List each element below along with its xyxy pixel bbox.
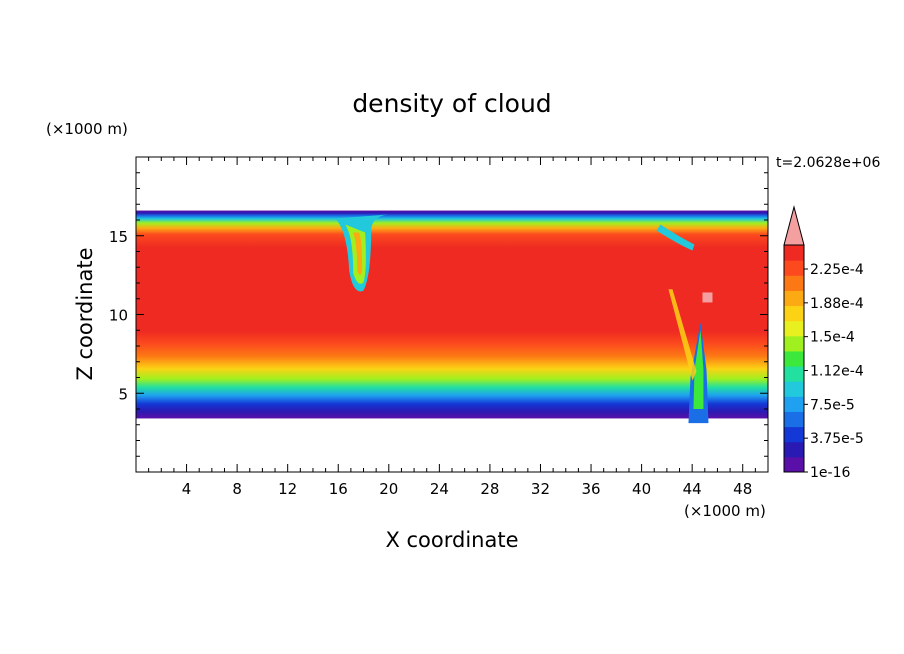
colorbar-label: 7.5e-5 [810,397,855,413]
colorbar-segment [784,441,804,458]
x-tick-label: 24 [430,480,449,498]
peak-value-patch [702,292,713,303]
colorbar-label: 1e-16 [810,465,850,481]
x-tick-label: 4 [182,480,192,498]
colorbar-label: 2.25e-4 [810,262,864,278]
time-label: t=2.0628e+06 [776,155,880,171]
colorbar-label: 1.88e-4 [810,296,864,312]
colorbar-label: 1.5e-4 [810,330,855,346]
colorbar: 2.25e-4 1.88e-4 1.5e-4 1.12e-4 7.5e-5 3.75e-5… [783,205,864,481]
colorbar-segment [784,426,804,443]
updraft-slant-streak [668,289,697,381]
chart-title: density of cloud [352,89,551,118]
colorbar-segment [784,275,804,291]
cloud-band [136,210,768,419]
colorbar-segment [784,335,804,352]
colorbar-label: 1.12e-4 [810,364,864,380]
colorbar-segment [784,456,804,473]
colorbar-segment [784,260,804,276]
colorbar-segment [784,350,804,367]
colorbar-segment [784,366,804,382]
y-tick-label: 5 [118,385,128,403]
colorbar-segment [784,305,804,322]
colorbar-extend-arrow [783,205,805,246]
colorbar-segment [784,411,804,428]
x-tick-label: 48 [733,480,752,498]
plot-area [136,157,768,472]
colorbar-label: 3.75e-5 [810,431,864,447]
x-tick-label: 28 [480,480,499,498]
colorbar-segment [784,320,804,337]
x-unit-label: (×1000 m) [684,502,766,520]
x-tick-label: 40 [632,480,651,498]
x-tick-label: 36 [581,480,600,498]
colorbar-segment [784,396,804,412]
anvil-cyan-streak [656,224,695,251]
x-tick-label: 12 [278,480,297,498]
y-axis: 5 10 15 [109,172,768,457]
x-tick-label: 20 [379,480,398,498]
colorbar-frame [783,244,805,473]
x-tick-label: 44 [683,480,702,498]
colorbar-segment [784,290,804,307]
x-axis: 4 8 12 16 20 24 28 32 36 40 44 48 [148,157,756,498]
updraft-column-mid [693,330,704,409]
downdraft-plume-core [353,232,363,275]
x-tick-label: 8 [232,480,242,498]
x-axis-label: X coordinate [385,528,518,552]
y-tick-label: 15 [109,228,128,246]
cloud-layer [136,210,768,424]
y-axis-label: Z coordinate [73,247,97,380]
colorbar-segment [784,245,804,261]
y-unit-label: (×1000 m) [46,120,128,138]
x-tick-label: 16 [329,480,348,498]
colorbar-segment [784,381,804,397]
y-tick-label: 10 [109,307,128,325]
x-tick-label: 32 [531,480,550,498]
